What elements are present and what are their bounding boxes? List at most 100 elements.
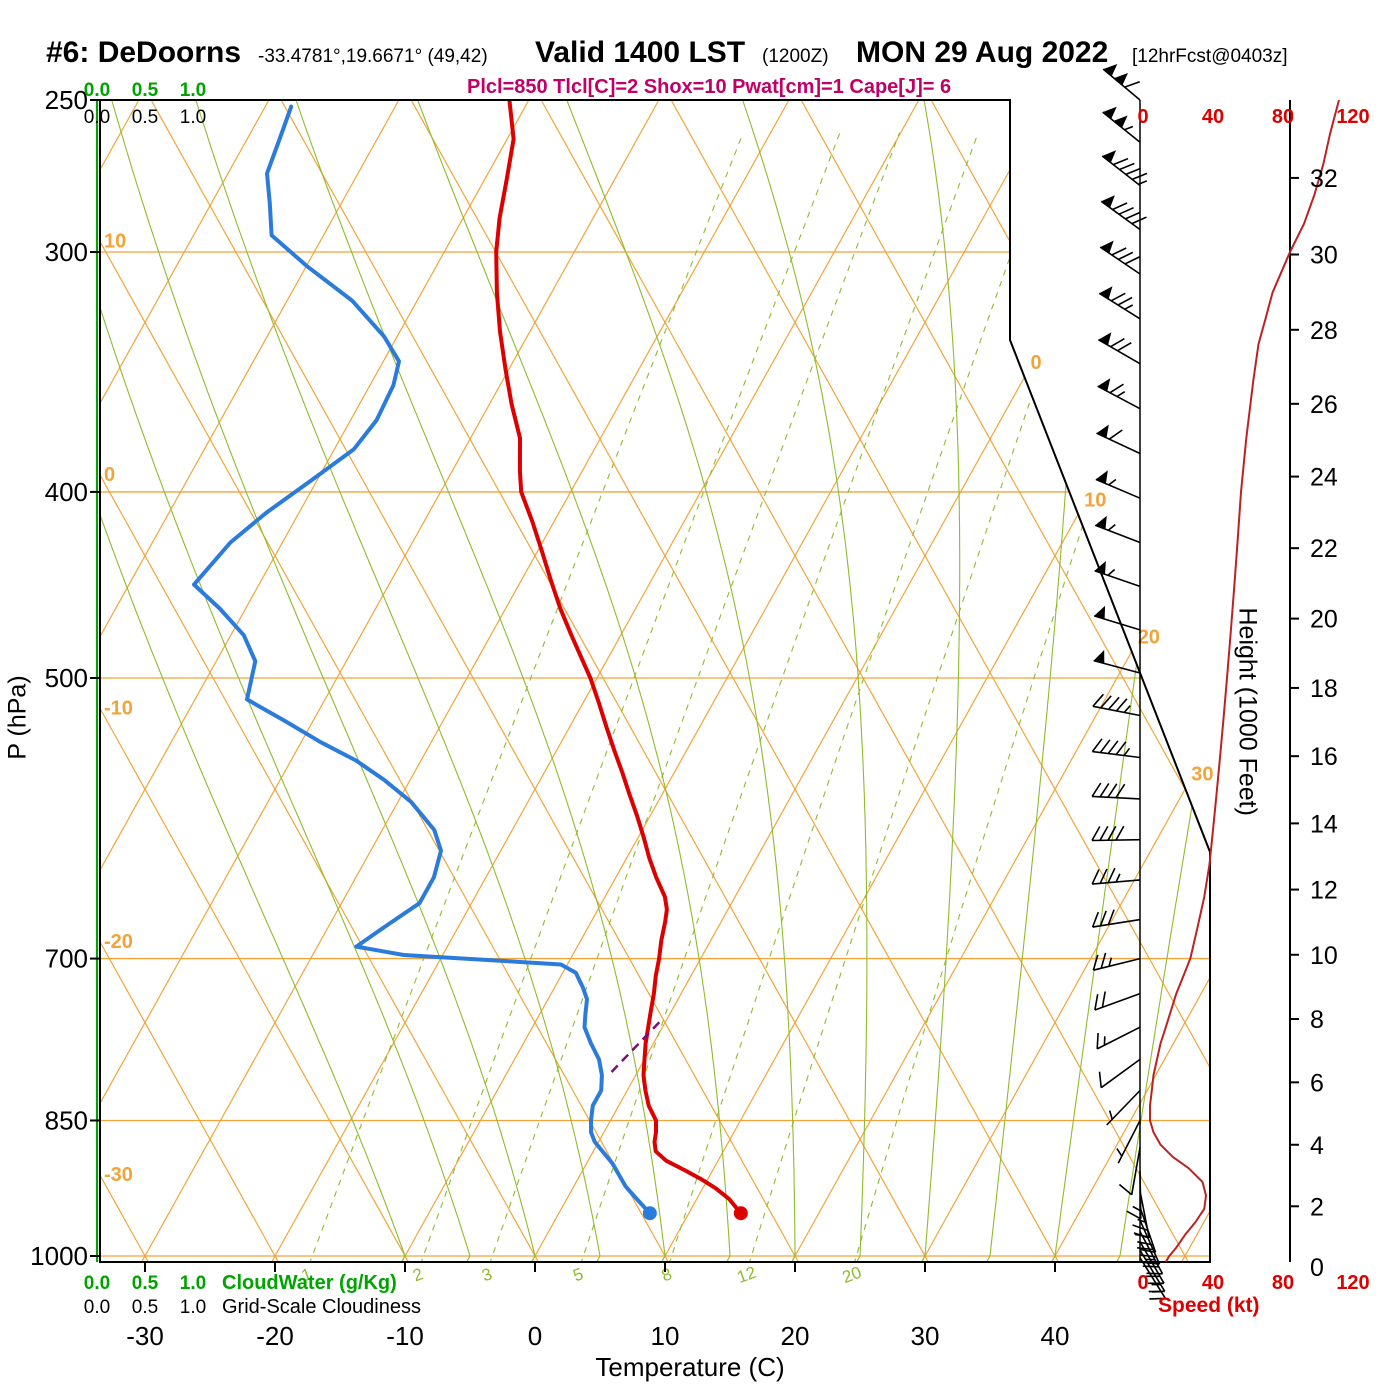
wind-barb (1102, 64, 1141, 101)
pressure-tick-label: 500 (45, 663, 88, 693)
speed-tick-label-bottom: 120 (1336, 1272, 1369, 1294)
mixing-ratio-label: 3 (479, 1264, 494, 1285)
cloudiness-scale-bottom: 0.0 (84, 1297, 110, 1318)
barb-pennant (1098, 332, 1112, 346)
mixing-ratio-line (853, 132, 1210, 1262)
wind-barb (1099, 240, 1141, 275)
valid-date: MON 29 Aug 2022 (856, 36, 1109, 69)
mixing-ratio-line (419, 132, 841, 1262)
cloudwater-scale-top: 0.0 (84, 80, 110, 101)
barb-staff (1116, 1120, 1141, 1164)
wind-barb (1094, 991, 1141, 1011)
wind-barb (1091, 825, 1141, 842)
dry-adiabat-line (100, 100, 539, 1262)
barb-staff (1102, 68, 1141, 101)
temp-tick-label: 0 (528, 1321, 542, 1351)
barb-staff (1094, 523, 1141, 544)
cloudiness-scale-top: 0.5 (132, 107, 158, 128)
wind-barb (1092, 952, 1141, 971)
dewpoint-curve (192, 104, 652, 1216)
surface-temp-dot (733, 1206, 748, 1221)
moist-adiabat-line (111, 100, 536, 1262)
moist-adiabat-line (417, 100, 731, 1262)
barb-staff (1102, 111, 1141, 143)
barb-staff (1098, 1058, 1141, 1089)
mixing-ratio-label: 12 (734, 1263, 758, 1287)
wind-barb (1091, 738, 1141, 759)
moist-adiabat-line (566, 100, 796, 1262)
dry-adiabat-line (100, 100, 669, 1262)
cloudwater-axis-label: CloudWater (g/Kg) (222, 1272, 397, 1294)
mixing-ratio-line (308, 132, 744, 1262)
barb-staff (1091, 867, 1141, 885)
speed-curve (1149, 99, 1340, 1263)
wind-barb (1100, 195, 1147, 231)
barb-staff (1095, 478, 1141, 499)
dry-adiabat-line (410, 100, 1059, 1262)
pressure-tick-label: 250 (45, 85, 88, 115)
height-tick-label: 0 (1310, 1254, 1324, 1282)
barb-staff (1096, 1026, 1141, 1050)
barb-staff (1099, 246, 1141, 275)
grid-lines (100, 100, 1210, 1262)
isotherm-line (531, 100, 1180, 1262)
mixing-ratio-label: 2 (410, 1264, 425, 1285)
barb-staff (1094, 568, 1141, 588)
wind-barb (1093, 650, 1141, 674)
barb-pennant (1100, 240, 1114, 254)
wind-barb (1097, 378, 1141, 410)
wind-barb (1092, 693, 1141, 717)
dry-adiabat-line (540, 100, 1189, 1262)
wind-barb (1096, 1026, 1141, 1050)
moist-adiabat-line (100, 100, 406, 1262)
moist-adiabat-line (920, 100, 961, 1262)
height-axis-label: Height (1000 Feet) (1233, 607, 1262, 816)
barb-staff (1097, 383, 1141, 410)
height-tick-label: 2 (1310, 1193, 1324, 1221)
mixing-ratio-label: 20 (840, 1263, 864, 1287)
surface-dew-dot (642, 1206, 657, 1221)
moist-adiabat-line (1050, 100, 1209, 1262)
temp-tick-label: -10 (386, 1321, 424, 1351)
dry-adiabat-line (800, 100, 1210, 1262)
barb-staff (1101, 155, 1148, 187)
barb-pennant (1099, 286, 1113, 300)
height-tick-label: 26 (1310, 391, 1338, 419)
barb-staff (1091, 782, 1141, 800)
barb-pennant (1102, 150, 1117, 163)
dry-adiabat-line (280, 100, 929, 1262)
isotherm-line (401, 100, 1050, 1262)
pressure-tick-label: 700 (45, 944, 88, 974)
height-tick-label: 12 (1310, 877, 1338, 905)
forecast-info: [12hrFcst@0403z] (1132, 46, 1288, 67)
pressure-tick-label: 300 (45, 237, 88, 267)
moist-adiabat-line (742, 100, 868, 1262)
temp-tick-label: -20 (256, 1321, 294, 1351)
speed-axis-label: Speed (kt) (1158, 1294, 1260, 1317)
wind-barb (1091, 867, 1141, 885)
barb-pennant (1093, 650, 1105, 664)
cloudwater-scale-bottom: 0.5 (132, 1273, 159, 1294)
speed-tick-label-bottom: 40 (1202, 1272, 1224, 1294)
temperature-curve (494, 100, 743, 1216)
cloudiness-scale-bottom: 1.0 (180, 1297, 206, 1318)
mixing-ratio-line (580, 132, 979, 1262)
cloudiness-axis-label: Grid-Scale Cloudiness (222, 1296, 421, 1318)
wind-barb (1094, 561, 1141, 588)
height-tick-label: 14 (1310, 810, 1338, 838)
wind-barb (1094, 515, 1141, 544)
isotherm-label-right: 10 (1084, 489, 1106, 511)
mixing-ratio-label: 5 (571, 1264, 586, 1285)
isotherm-label-right: 0 (1031, 352, 1042, 374)
isotherm-line (921, 100, 1210, 1262)
mixing-ratio-line (668, 132, 1055, 1262)
isotherm-line (141, 100, 790, 1262)
valid-zulu: (1200Z) (762, 46, 829, 67)
isotherm-line (791, 100, 1210, 1262)
dry-adiabat-line (100, 100, 279, 1262)
barb-staff (1118, 1147, 1141, 1196)
temperature-axis-label: Temperature (C) (595, 1352, 785, 1382)
wind-barb (1098, 286, 1141, 320)
